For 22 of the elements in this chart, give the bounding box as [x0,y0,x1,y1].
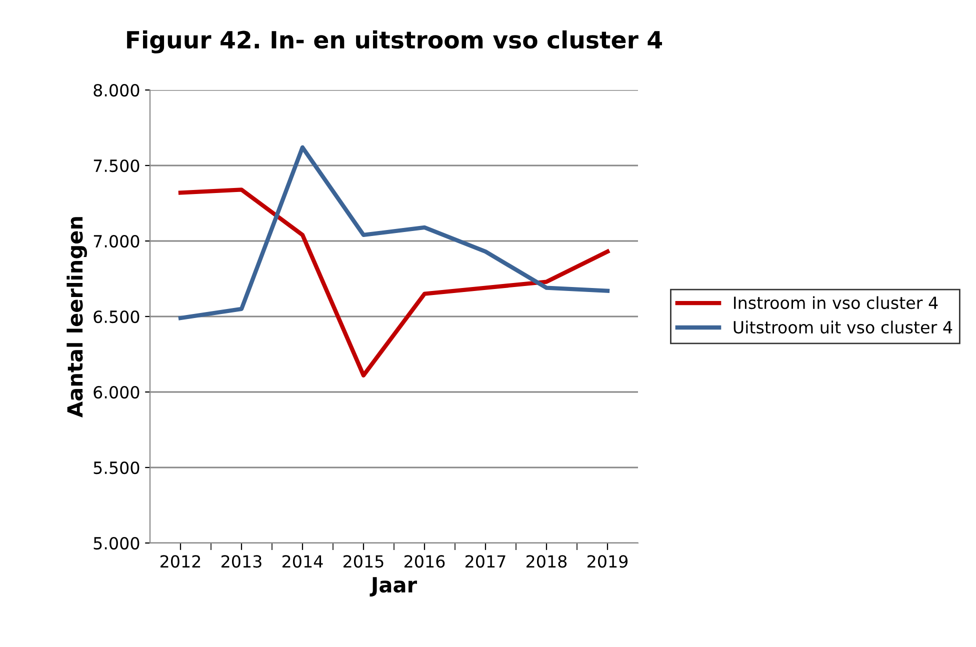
y-tick-label: 5.500 [94,461,140,474]
x-axis-title: Jaar [370,577,418,596]
legend-label: Uitstroom uit vso cluster 4 [734,320,952,334]
y-axis-title: Aantal leerlingen [66,217,88,418]
x-tick-label: 2012 [160,555,200,568]
y-tick-label: 7.500 [94,159,140,172]
x-tick-label: 2018 [526,555,567,568]
y-tick-label: 6.500 [94,310,140,324]
x-tick-label: 2015 [344,555,384,568]
x-tick-label: 2019 [588,555,628,568]
line-series [178,188,610,378]
x-tick-label: 2017 [466,555,506,568]
x-tick-label: 2016 [404,555,445,568]
y-tick-label: 7.000 [94,234,140,248]
x-tick-label: 2013 [222,555,262,568]
x-tick-label: 2014 [282,555,323,568]
chart-title: Figuur 42. In- en uitstroom vso cluster 4 [127,30,662,54]
y-tick-label: 6.000 [94,386,140,399]
y-tick-label: 5.000 [94,536,140,550]
legend-label: Instroom in vso cluster 4 [734,296,938,310]
line-series [178,145,610,320]
y-tick-label: 8.000 [94,84,140,97]
